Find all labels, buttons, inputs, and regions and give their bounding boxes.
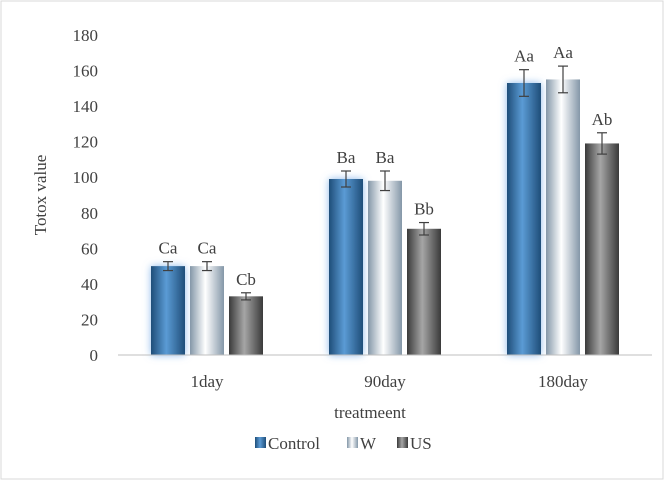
y-tick-label: 100 xyxy=(73,168,99,187)
data-label: Ca xyxy=(159,239,178,258)
bar-us-180day xyxy=(585,143,619,355)
y-tick-label: 0 xyxy=(90,346,99,365)
legend-swatch-control xyxy=(255,437,266,448)
y-tick-label: 80 xyxy=(81,204,98,223)
bar-control-1day xyxy=(151,266,185,355)
y-tick-label: 120 xyxy=(73,133,99,152)
bar-w-1day xyxy=(190,266,224,355)
legend-swatch-w xyxy=(347,437,358,448)
data-label: Ab xyxy=(592,110,613,129)
data-label: Aa xyxy=(514,47,534,66)
y-axis-title: Totox value xyxy=(31,155,50,235)
x-axis-ticks: 1day 90day 180day xyxy=(190,372,588,391)
bars-layer: Ca Ca Cb Ba Ba Bb Aa Aa Ab xyxy=(151,43,619,355)
bar-control-180day xyxy=(507,83,541,355)
y-tick-label: 180 xyxy=(73,26,99,45)
bar-us-1day xyxy=(229,296,263,355)
bar-w-180day xyxy=(546,79,580,355)
y-tick-label: 160 xyxy=(73,62,99,81)
data-label: Cb xyxy=(236,270,256,289)
y-tick-label: 140 xyxy=(73,97,99,116)
data-label: Aa xyxy=(553,43,573,62)
data-label: Bb xyxy=(414,200,434,219)
data-label: Ca xyxy=(198,239,217,258)
bar-w-90day xyxy=(368,180,402,355)
bar-control-90day xyxy=(329,179,363,355)
legend-swatch-us xyxy=(397,437,408,448)
x-tick-label: 90day xyxy=(364,372,406,391)
y-axis-ticks: 0 20 40 60 80 100 120 140 160 180 xyxy=(73,26,99,365)
data-label: Ba xyxy=(376,148,395,167)
y-tick-label: 40 xyxy=(81,275,98,294)
x-axis-title: treatmeent xyxy=(334,403,406,422)
y-tick-label: 60 xyxy=(81,239,98,258)
y-tick-label: 20 xyxy=(81,310,98,329)
x-tick-label: 1day xyxy=(190,372,224,391)
legend-label-w: W xyxy=(360,434,377,453)
legend: Control W US xyxy=(255,434,432,453)
bar-us-90day xyxy=(407,228,441,355)
legend-label-control: Control xyxy=(268,434,320,453)
data-label: Ba xyxy=(337,148,356,167)
x-tick-label: 180day xyxy=(538,372,589,391)
legend-label-us: US xyxy=(410,434,432,453)
